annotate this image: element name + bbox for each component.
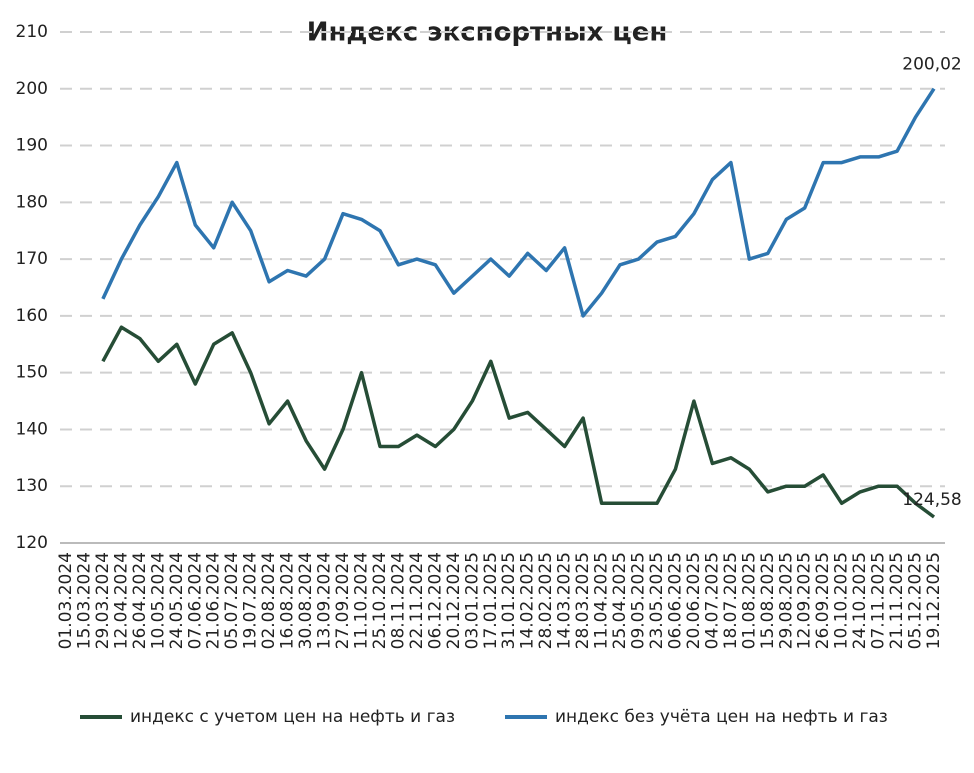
x-tick-label: 29.08.2025 [776, 552, 796, 649]
x-tick-label: 30.08.2024 [296, 552, 316, 649]
x-tick-label: 28.02.2025 [536, 552, 556, 649]
x-tick-label: 01.03.2024 [56, 552, 76, 649]
x-tick-label: 24.10.2025 [850, 552, 870, 649]
x-tick-label: 02.08.2024 [259, 552, 279, 649]
x-tick-label: 17.01.2025 [481, 552, 501, 649]
x-tick-label: 28.03.2025 [573, 552, 593, 649]
x-tick-label: 26.04.2024 [130, 552, 150, 649]
x-tick-label: 05.12.2025 [906, 552, 926, 649]
y-tick-label: 200 [16, 79, 48, 99]
x-tick-label: 10.05.2024 [148, 552, 168, 649]
series-line [101, 87, 936, 318]
y-tick-label: 160 [16, 306, 48, 326]
x-tick-label: 22.11.2024 [407, 552, 427, 649]
legend-label: индекс с учетом цен на нефть и газ [130, 707, 455, 727]
x-tick-label: 25.10.2024 [370, 552, 390, 649]
value-label: 124,58 [902, 490, 961, 510]
x-tick-label: 21.06.2024 [204, 552, 224, 649]
x-tick-label: 31.01.2025 [499, 552, 519, 649]
x-tick-label: 09.05.2025 [629, 552, 649, 649]
x-tick-label: 04.07.2025 [702, 552, 722, 649]
y-tick-label: 130 [16, 476, 48, 496]
x-tick-label: 10.10.2025 [832, 552, 852, 649]
x-tick-label: 07.11.2025 [869, 552, 889, 649]
x-tick-label: 06.06.2025 [665, 552, 685, 649]
y-tick-label: 120 [16, 533, 48, 553]
legend-label: индекс без учёта цен на нефть и газ [555, 707, 888, 727]
x-tick-label: 16.08.2024 [278, 552, 298, 649]
x-tick-label: 20.12.2024 [444, 552, 464, 649]
x-tick-label: 13.09.2024 [315, 552, 335, 649]
y-tick-label: 190 [16, 136, 48, 156]
x-tick-label: 12.04.2024 [111, 552, 131, 649]
y-tick-label: 210 [16, 22, 48, 42]
x-tick-label: 06.12.2024 [425, 552, 445, 649]
y-tick-label: 140 [16, 419, 48, 439]
x-tick-label: 14.03.2025 [555, 552, 575, 649]
x-tick-label: 08.11.2024 [388, 552, 408, 649]
x-tick-label: 19.07.2024 [241, 552, 261, 649]
x-tick-label: 25.04.2025 [610, 552, 630, 649]
x-tick-label: 11.04.2025 [592, 552, 612, 649]
y-tick-label: 180 [16, 192, 48, 212]
x-tick-label: 24.05.2024 [167, 552, 187, 649]
x-tick-label: 21.11.2025 [887, 552, 907, 649]
x-tick-label: 26.09.2025 [813, 552, 833, 649]
x-tick-label: 12.09.2025 [795, 552, 815, 649]
x-tick-label: 05.07.2024 [222, 552, 242, 649]
x-tick-label: 18.07.2025 [721, 552, 741, 649]
x-tick-label: 20.06.2025 [684, 552, 704, 649]
x-tick-label: 07.06.2024 [185, 552, 205, 649]
x-tick-label: 01.08.2025 [739, 552, 759, 649]
y-tick-label: 170 [16, 249, 48, 269]
series-line [101, 325, 936, 519]
x-tick-label: 15.03.2024 [74, 552, 94, 649]
x-tick-label: 14.02.2025 [518, 552, 538, 649]
x-tick-label: 11.10.2024 [351, 552, 371, 649]
x-tick-label: 23.05.2025 [647, 552, 667, 649]
x-tick-label: 15.08.2025 [758, 552, 778, 649]
value-label: 200,02 [902, 55, 961, 75]
x-tick-label: 29.03.2024 [93, 552, 113, 649]
y-tick-label: 150 [16, 363, 48, 383]
x-tick-label: 19.12.2025 [924, 552, 944, 649]
x-tick-label: 03.01.2025 [462, 552, 482, 649]
x-tick-label: 27.09.2024 [333, 552, 353, 649]
